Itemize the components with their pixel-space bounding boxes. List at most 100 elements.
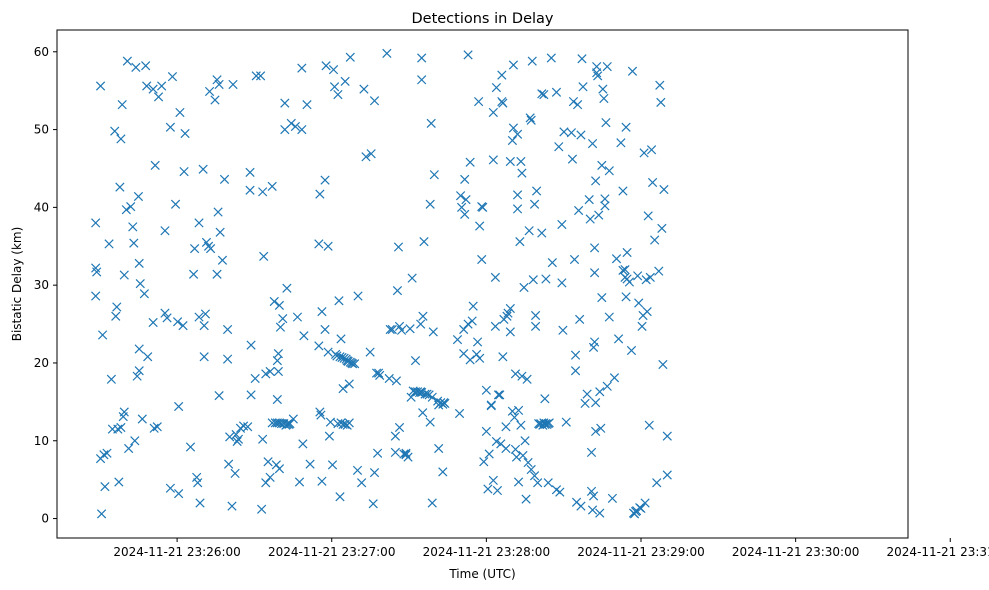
- data-point: [456, 202, 467, 212]
- data-point: [530, 310, 541, 321]
- data-point: [509, 412, 520, 423]
- data-point: [106, 374, 117, 384]
- data-point: [488, 107, 498, 118]
- data-point: [338, 384, 348, 394]
- data-point: [488, 475, 498, 486]
- data-point: [148, 84, 158, 94]
- data-point: [463, 319, 473, 329]
- data-point: [516, 156, 526, 167]
- data-point: [467, 316, 477, 326]
- data-point: [396, 325, 407, 335]
- data-point: [152, 422, 162, 432]
- data-point: [222, 354, 233, 364]
- data-point: [340, 76, 350, 86]
- data-point: [335, 492, 345, 502]
- data-point: [508, 123, 519, 133]
- data-point: [569, 254, 580, 265]
- data-point: [580, 398, 590, 409]
- data-point: [604, 166, 614, 176]
- data-point: [422, 389, 432, 399]
- y-tick-label: 30: [34, 278, 49, 292]
- data-point: [361, 152, 371, 162]
- data-point: [591, 426, 601, 437]
- data-point: [481, 385, 491, 395]
- data-point: [261, 478, 271, 488]
- data-point: [587, 138, 598, 149]
- data-point: [390, 431, 401, 441]
- data-point: [224, 459, 234, 469]
- data-point: [526, 115, 536, 125]
- data-point: [142, 81, 152, 91]
- data-point: [329, 82, 340, 92]
- data-point: [325, 417, 336, 427]
- data-point: [265, 472, 275, 482]
- data-point: [246, 390, 256, 400]
- data-point: [566, 128, 577, 138]
- data-point: [594, 210, 604, 220]
- data-point: [91, 218, 101, 228]
- data-point: [597, 292, 607, 303]
- data-point: [92, 267, 102, 277]
- data-point: [368, 499, 378, 509]
- data-point: [91, 291, 101, 301]
- data-point: [544, 418, 554, 428]
- data-point: [479, 457, 489, 467]
- data-point: [513, 405, 524, 416]
- data-point: [654, 266, 664, 276]
- data-point: [205, 243, 216, 254]
- data-point: [520, 436, 530, 446]
- data-point: [586, 447, 597, 458]
- y-tick-label: 10: [34, 434, 49, 448]
- data-point: [529, 199, 540, 209]
- data-point: [639, 148, 649, 158]
- data-point: [272, 394, 282, 405]
- data-point: [141, 61, 151, 71]
- data-point: [576, 501, 586, 511]
- data-point: [323, 347, 333, 357]
- data-point: [212, 269, 222, 279]
- data-point: [575, 314, 585, 325]
- data-point: [621, 122, 631, 132]
- data-point: [484, 449, 494, 459]
- data-point: [95, 81, 106, 91]
- data-point: [591, 176, 601, 186]
- data-point: [403, 452, 413, 462]
- x-axis-ticks: 2024-11-21 23:26:00 2024-11-21 23:27:00 20…: [113, 538, 989, 559]
- data-point: [122, 56, 132, 66]
- data-point: [593, 71, 603, 81]
- data-point: [261, 369, 271, 379]
- data-point: [328, 65, 339, 75]
- data-point: [586, 486, 597, 496]
- data-point: [572, 100, 583, 110]
- data-point: [646, 145, 657, 155]
- data-point: [595, 508, 605, 518]
- data-point: [483, 484, 493, 494]
- data-point: [352, 465, 363, 475]
- data-point: [588, 342, 599, 353]
- data-point: [273, 366, 284, 377]
- data-point: [587, 505, 598, 515]
- data-point: [332, 351, 342, 361]
- data-point: [130, 436, 140, 446]
- data-point: [501, 443, 511, 454]
- data-point: [490, 321, 501, 332]
- data-point: [452, 334, 463, 345]
- data-point: [189, 243, 200, 254]
- data-point: [531, 186, 542, 196]
- data-point: [570, 350, 581, 360]
- data-point: [613, 334, 624, 344]
- data-point: [574, 205, 584, 216]
- data-point: [438, 467, 448, 477]
- data-point: [194, 312, 204, 322]
- data-point: [589, 268, 600, 278]
- data-point: [624, 277, 635, 287]
- data-point: [114, 477, 124, 487]
- data-point: [165, 483, 176, 493]
- x-tick-label: 2024-11-21 23:31:00: [887, 545, 989, 559]
- data-point: [611, 254, 622, 264]
- data-point: [530, 321, 541, 332]
- data-point: [316, 410, 326, 420]
- data-point: [570, 366, 581, 376]
- data-point: [185, 442, 196, 452]
